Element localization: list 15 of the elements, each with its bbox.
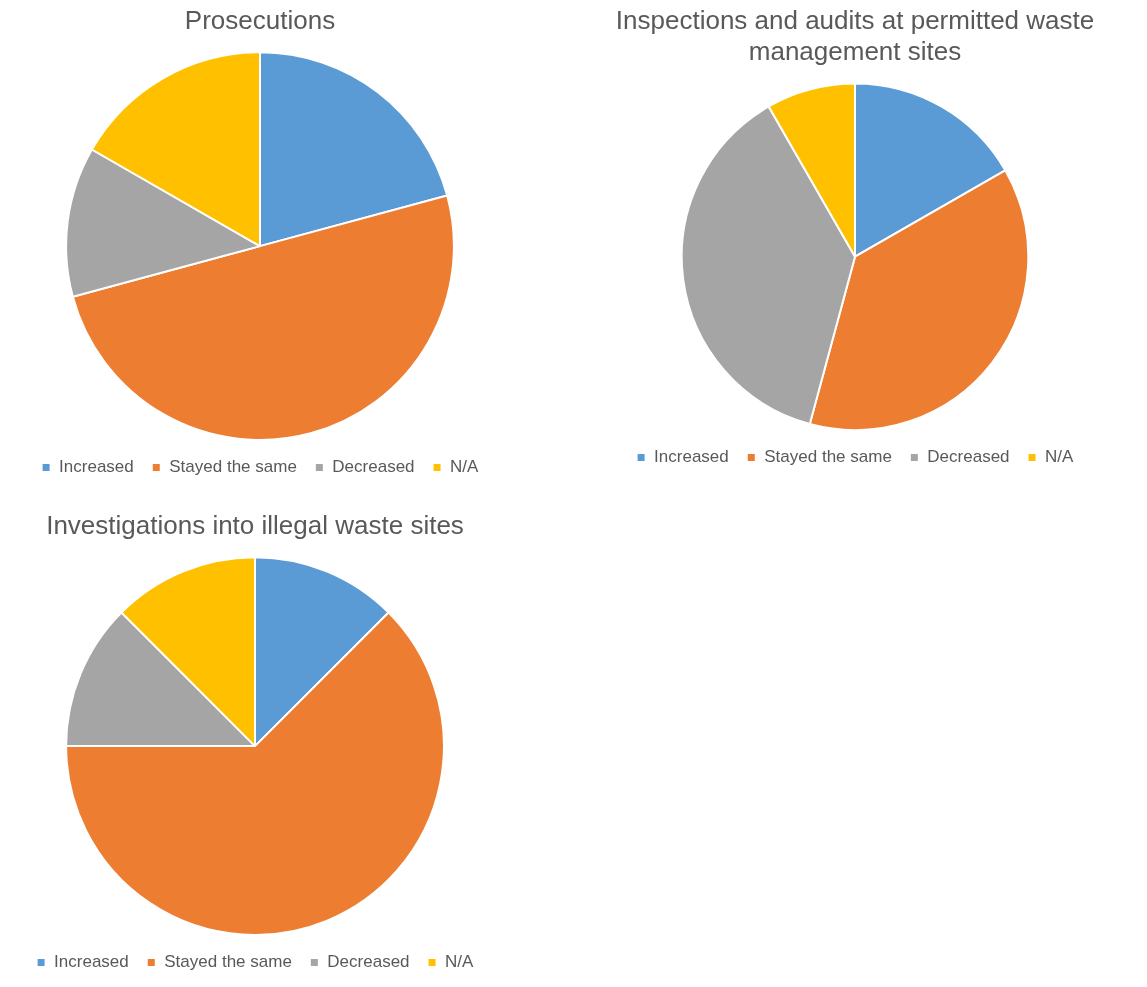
legend-label: Increased	[59, 457, 134, 477]
legend-label: N/A	[450, 457, 480, 477]
legend-label: Stayed the same	[169, 457, 297, 477]
legend-label: Decreased	[327, 952, 410, 972]
legend-label: Decreased	[332, 457, 415, 477]
legend-label: Increased	[654, 447, 729, 467]
legend-label: Stayed the same	[764, 447, 892, 467]
legend-label: Increased	[54, 952, 129, 972]
chart-title: Investigations into illegal waste sites	[46, 509, 464, 540]
chart-title: Inspections and audits at permitted waste management sites	[615, 4, 1095, 66]
legend-label: N/A	[1045, 447, 1075, 467]
chart-title: Prosecutions	[184, 4, 336, 35]
legend-label: Stayed the same	[164, 952, 292, 972]
legend-label: N/A	[445, 952, 475, 972]
legend-label: Decreased	[927, 447, 1010, 467]
